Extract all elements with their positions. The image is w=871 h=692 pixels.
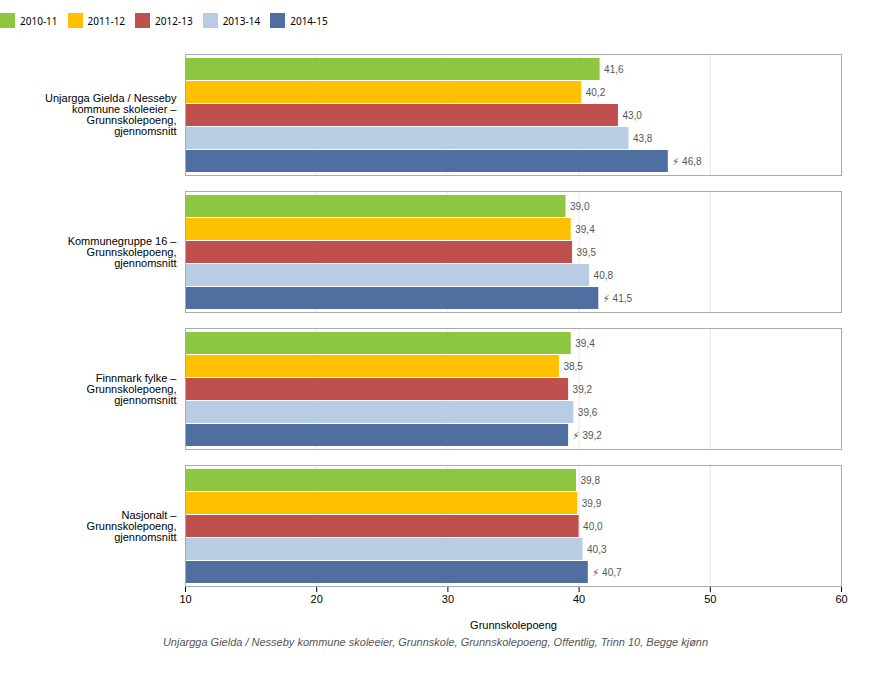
- html-text:2011-12: 2011-12: [87, 13, 126, 28]
- svg-text:40,3: 40,3: [587, 544, 607, 555]
- svg-text:39,4: 39,4: [575, 224, 595, 235]
- html-text:Unjargga Gielda / Nesseby komm: Unjargga Gielda / Nesseby kommune skolee…: [162, 636, 709, 648]
- svg-text:39,6: 39,6: [578, 407, 598, 418]
- svg-text:30: 30: [442, 593, 454, 605]
- svg-text:43,0: 43,0: [622, 110, 642, 121]
- html-text:2013-14: 2013-14: [222, 13, 261, 28]
- svg-text:40,0: 40,0: [583, 521, 603, 532]
- svg-text:39,8: 39,8: [580, 475, 600, 486]
- svg-text:41,6: 41,6: [604, 64, 624, 75]
- svg-text:40: 40: [573, 593, 585, 605]
- svg-text:Finnmark fylke –Grunnskolepoen: Finnmark fylke –Grunnskolepoeng,gjennoms…: [87, 372, 178, 406]
- svg-text:⚡ 40,7: ⚡ 40,7: [592, 567, 622, 578]
- svg-text:40,2: 40,2: [586, 87, 606, 98]
- svg-text:⚡ 39,2: ⚡ 39,2: [573, 430, 603, 441]
- svg-text:39,4: 39,4: [575, 338, 595, 349]
- svg-text:20: 20: [311, 593, 323, 605]
- html-text:2012-13: 2012-13: [155, 13, 193, 28]
- svg-text:Unjargga Gielda / Nessebykommu: Unjargga Gielda / Nessebykommune skoleei…: [45, 92, 177, 137]
- svg-text:⚡ 41,5: ⚡ 41,5: [603, 293, 633, 304]
- svg-text:Nasjonalt –Grunnskolepoeng,gje: Nasjonalt –Grunnskolepoeng,gjennomsnitt: [87, 509, 178, 543]
- svg-text:⚡ 46,8: ⚡ 46,8: [672, 156, 702, 167]
- svg-text:50: 50: [704, 593, 716, 605]
- svg-text:39,0: 39,0: [570, 201, 590, 212]
- html-text:2014-15: 2014-15: [290, 13, 328, 28]
- svg-text:Kommunegruppe 16 –Grunnskolepo: Kommunegruppe 16 –Grunnskolepoeng,gjenno…: [68, 235, 178, 269]
- svg-text:40,8: 40,8: [594, 270, 614, 281]
- svg-text:39,2: 39,2: [573, 384, 593, 395]
- svg-text:10: 10: [179, 593, 191, 605]
- svg-text:Grunnskolepoeng: Grunnskolepoeng: [470, 619, 557, 631]
- svg-text:60: 60: [835, 593, 847, 605]
- svg-text:39,5: 39,5: [577, 247, 597, 258]
- html-text:2010-11: 2010-11: [20, 13, 58, 28]
- svg-text:38,5: 38,5: [563, 361, 583, 372]
- svg-text:39,9: 39,9: [582, 498, 602, 509]
- svg-text:43,8: 43,8: [633, 133, 653, 144]
